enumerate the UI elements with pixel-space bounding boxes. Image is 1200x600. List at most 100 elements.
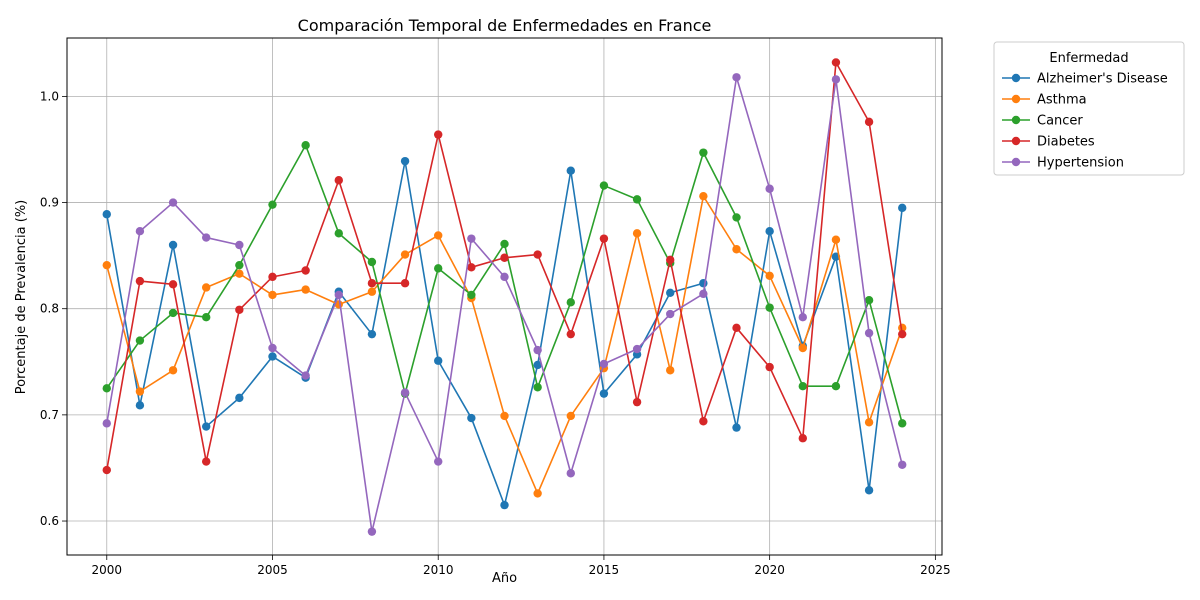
- data-point-cancer: [599, 181, 609, 190]
- y-tick-label: 0.8: [40, 302, 59, 316]
- data-point-asthma: [434, 231, 443, 240]
- y-tick-label: 0.7: [40, 408, 59, 422]
- data-point-cancer: [864, 296, 874, 305]
- data-point-asthma: [566, 411, 575, 421]
- data-point-diabetes: [632, 397, 642, 407]
- y-tick-label: 0.9: [40, 196, 59, 210]
- legend-title: Enfermedad: [1049, 51, 1128, 66]
- x-tick-label: 2020: [754, 563, 785, 577]
- data-point-alzheimer-s-disease: [268, 352, 277, 361]
- grid-lines: [67, 38, 942, 555]
- legend-box: [993, 41, 1185, 176]
- data-point-diabetes: [334, 176, 343, 185]
- data-point-diabetes: [268, 272, 277, 282]
- legend-item-hypertension: Hypertension: [1002, 156, 1124, 171]
- data-point-diabetes: [400, 279, 410, 288]
- plot-frame: [66, 37, 943, 556]
- data-point-diabetes: [301, 266, 310, 275]
- legend: Enfermedad Alzheimer's Disease Asthma Canc…: [993, 41, 1185, 176]
- data-point-asthma: [798, 343, 807, 353]
- data-point-diabetes: [666, 255, 675, 265]
- data-point-asthma: [831, 235, 841, 244]
- legend-items: Alzheimer's Disease Asthma Cancer Diabetes H…: [1002, 72, 1168, 171]
- data-point-hypertension: [533, 345, 542, 355]
- data-point-alzheimer-s-disease: [102, 210, 111, 219]
- chart-title: Comparación Temporal de Enfermedades en …: [298, 16, 712, 35]
- data-point-alzheimer-s-disease: [467, 413, 476, 423]
- data-point-diabetes: [864, 117, 874, 127]
- data-point-diabetes: [831, 58, 841, 67]
- data-point-hypertension: [898, 460, 907, 469]
- data-point-cancer: [699, 148, 708, 157]
- data-point-hypertension: [699, 289, 708, 299]
- legend-marker: [1011, 73, 1021, 83]
- y-axis: 0.6 0.7 0.8 0.9 1.0: [40, 89, 67, 528]
- legend-item-asthma: Asthma: [1002, 93, 1087, 108]
- data-point-hypertension: [202, 233, 211, 242]
- data-point-alzheimer-s-disease: [599, 389, 609, 398]
- x-axis: 2000 2005 2010 2015 2020 2025: [91, 555, 951, 577]
- data-point-asthma: [864, 418, 874, 427]
- data-point-diabetes: [102, 465, 111, 475]
- data-point-hypertension: [864, 328, 874, 338]
- data-point-hypertension: [168, 198, 178, 207]
- data-point-cancer: [434, 264, 443, 273]
- legend-marker: [1011, 157, 1021, 167]
- x-tick-label: 2000: [91, 563, 122, 577]
- data-point-cancer: [168, 308, 178, 318]
- data-point-asthma: [632, 229, 642, 238]
- data-point-hypertension: [102, 419, 111, 428]
- data-point-hypertension: [798, 313, 807, 322]
- data-point-cancer: [102, 384, 111, 393]
- data-point-asthma: [500, 411, 509, 421]
- x-tick-label: 2010: [423, 563, 454, 577]
- series-layer: [102, 58, 907, 536]
- data-point-hypertension: [367, 527, 377, 536]
- data-point-diabetes: [533, 250, 542, 259]
- data-point-asthma: [168, 366, 178, 375]
- data-point-alzheimer-s-disease: [367, 329, 377, 339]
- data-point-asthma: [102, 260, 111, 270]
- data-point-asthma: [732, 245, 741, 254]
- data-point-asthma: [400, 250, 410, 259]
- series-hypertension: [102, 73, 907, 536]
- data-point-cancer: [367, 257, 377, 267]
- data-point-hypertension: [135, 227, 145, 236]
- data-point-hypertension: [268, 343, 277, 353]
- legend-marker: [1011, 115, 1021, 125]
- x-axis-label: Año: [492, 571, 517, 586]
- data-point-hypertension: [666, 309, 675, 319]
- data-point-hypertension: [434, 457, 443, 466]
- data-point-hypertension: [467, 234, 476, 243]
- data-point-alzheimer-s-disease: [400, 156, 410, 166]
- data-point-diabetes: [367, 279, 377, 288]
- data-point-alzheimer-s-disease: [765, 227, 774, 236]
- data-point-alzheimer-s-disease: [434, 356, 443, 365]
- data-point-cancer: [798, 382, 807, 391]
- series-line-alzheimer-s-disease: [105, 160, 904, 506]
- data-point-hypertension: [500, 272, 509, 282]
- x-tick-label: 2025: [920, 563, 951, 577]
- data-point-asthma: [301, 285, 310, 294]
- data-point-diabetes: [135, 276, 145, 286]
- data-point-cancer: [235, 260, 244, 270]
- x-tick-label: 2005: [257, 563, 288, 577]
- data-point-cancer: [632, 195, 642, 204]
- data-point-alzheimer-s-disease: [566, 166, 575, 175]
- data-point-cancer: [202, 313, 211, 322]
- data-point-alzheimer-s-disease: [898, 203, 907, 213]
- data-point-alzheimer-s-disease: [666, 288, 675, 297]
- data-point-hypertension: [334, 290, 343, 300]
- data-point-asthma: [765, 271, 774, 280]
- legend-label: Alzheimer's Disease: [1037, 72, 1168, 87]
- data-point-diabetes: [798, 434, 807, 443]
- y-tick-label: 1.0: [40, 89, 59, 103]
- data-point-diabetes: [898, 329, 907, 339]
- data-point-hypertension: [632, 344, 642, 354]
- data-point-cancer: [533, 383, 542, 392]
- data-point-diabetes: [765, 362, 774, 372]
- data-point-asthma: [135, 387, 145, 396]
- data-point-diabetes: [235, 305, 244, 314]
- data-point-diabetes: [467, 263, 476, 272]
- data-point-diabetes: [566, 329, 575, 339]
